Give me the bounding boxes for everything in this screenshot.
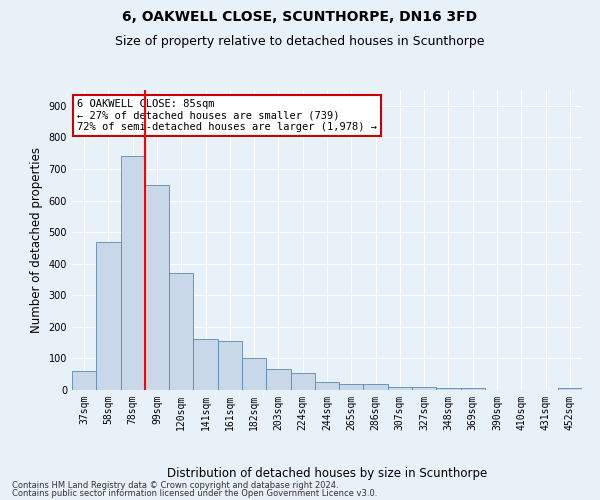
Bar (461, 388, 485, 390)
Bar (169, 273, 193, 390)
Bar (242, 358, 266, 390)
Bar (412, 388, 436, 390)
Text: Size of property relative to detached houses in Scunthorpe: Size of property relative to detached ho… (115, 35, 485, 48)
Bar (121, 156, 145, 390)
Bar (218, 341, 242, 390)
Text: Distribution of detached houses by size in Scunthorpe: Distribution of detached houses by size … (167, 467, 487, 480)
Bar (193, 340, 218, 390)
Bar (72, 371, 96, 390)
Bar (436, 388, 461, 390)
Bar (290, 372, 315, 390)
Bar (315, 382, 339, 390)
Bar (266, 370, 290, 390)
Bar (558, 388, 582, 390)
Bar (388, 387, 412, 390)
Bar (364, 384, 388, 390)
Text: 6 OAKWELL CLOSE: 85sqm
← 27% of detached houses are smaller (739)
72% of semi-de: 6 OAKWELL CLOSE: 85sqm ← 27% of detached… (77, 99, 377, 132)
Bar (96, 242, 121, 390)
Text: Contains public sector information licensed under the Open Government Licence v3: Contains public sector information licen… (12, 489, 377, 498)
Text: 6, OAKWELL CLOSE, SCUNTHORPE, DN16 3FD: 6, OAKWELL CLOSE, SCUNTHORPE, DN16 3FD (122, 10, 478, 24)
Text: Contains HM Land Registry data © Crown copyright and database right 2024.: Contains HM Land Registry data © Crown c… (12, 480, 338, 490)
Bar (145, 184, 169, 390)
Y-axis label: Number of detached properties: Number of detached properties (30, 147, 43, 333)
Bar (339, 384, 364, 390)
